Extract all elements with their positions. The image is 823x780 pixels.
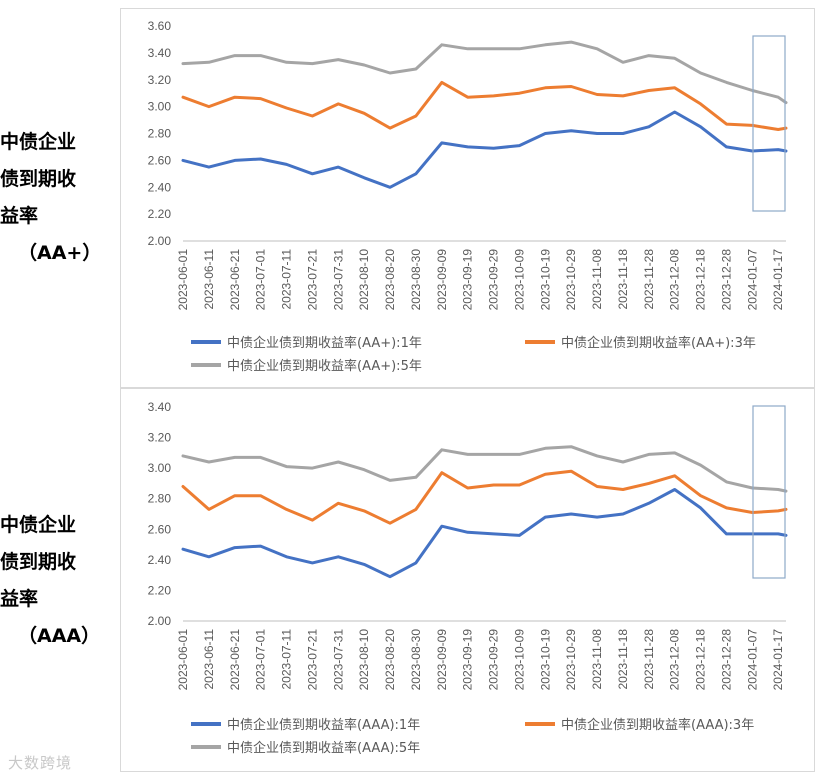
y-tick-label: 3.40 (148, 400, 172, 414)
y-tick-label: 3.60 (148, 19, 172, 33)
x-tick-label: 2024-01-17 (771, 629, 785, 691)
highlight-box (752, 405, 786, 579)
x-tick-label: 2023-10-09 (512, 629, 526, 691)
x-tick-label: 2023-07-21 (305, 249, 319, 311)
x-tick-label: 2024-01-07 (745, 249, 759, 311)
x-tick-label: 2023-08-30 (409, 629, 423, 691)
legend-label: 中债企业债到期收益率(AA+):3年 (561, 335, 756, 351)
y-tick-label: 3.20 (148, 431, 172, 445)
x-tick-label: 2023-12-08 (668, 629, 682, 691)
x-tick-label: 2023-07-11 (280, 629, 294, 690)
series-line-2 (181, 469, 788, 525)
chart-aa-plus: 2.00 2.20 2.40 2.60 2.80 3.00 3.20 3.40 3.60 2023… (148, 19, 788, 374)
x-tick-label: 2023-06-21 (228, 629, 242, 691)
chart-panel-aa-plus: 2.00 2.20 2.40 2.60 2.80 3.00 3.20 3.40 3.60 2023… (120, 8, 815, 388)
y-tick-label: 2.20 (148, 207, 172, 221)
y-tick-label: 2.00 (148, 234, 172, 248)
x-tick-label: 2023-12-18 (694, 249, 708, 311)
y-tick-label: 3.40 (148, 46, 172, 60)
x-tick-label: 2023-08-10 (357, 629, 371, 691)
legend-label: 中债企业债到期收益率(AA+):1年 (227, 335, 422, 351)
y-tick-label: 3.00 (148, 100, 172, 114)
x-tick-label: 2023-11-28 (642, 629, 656, 690)
legend-label: 中债企业债到期收益率(AA+):5年 (227, 358, 422, 374)
x-tick-label: 2023-07-01 (254, 249, 268, 311)
row-label-line: 益率 (0, 588, 39, 610)
legend-label: 中债企业债到期收益率(AAA):3年 (561, 717, 754, 733)
x-tick-label: 2023-07-31 (331, 629, 345, 691)
x-tick-label: 2023-07-31 (331, 249, 345, 311)
y-tick-label: 2.40 (148, 180, 172, 194)
x-tick-label: 2023-11-18 (616, 629, 630, 690)
chart-aaa: 2.00 2.20 2.40 2.60 2.80 3.00 3.20 3.40 2023-06-… (148, 400, 788, 756)
row-label-line: 债到期收 (0, 551, 77, 573)
row-label-line: （AA+） (18, 242, 102, 264)
x-tick-label: 2023-10-19 (538, 629, 552, 691)
x-tick-label: 2023-08-30 (409, 249, 423, 311)
x-tick-label: 2023-09-19 (461, 249, 475, 311)
y-tick-label: 2.60 (148, 522, 172, 536)
x-tick-label: 2023-10-29 (564, 629, 578, 691)
x-tick-label: 2023-07-01 (254, 629, 268, 691)
x-tick-label: 2023-08-20 (383, 629, 397, 691)
x-tick-label: 2023-06-01 (176, 249, 190, 311)
x-tick-label: 2023-12-18 (694, 629, 708, 691)
series-line-3 (181, 445, 788, 493)
x-tick-label: 2023-11-08 (590, 249, 604, 310)
row-label-line: 益率 (0, 205, 39, 227)
x-tick-label: 2023-11-08 (590, 629, 604, 690)
row-label-aa-plus: 中债企业 债到期收 益率 （AA+） (0, 124, 118, 272)
series-line-2 (181, 80, 788, 131)
y-tick-label: 3.00 (148, 461, 172, 475)
x-tick-label: 2023-11-18 (616, 249, 630, 310)
x-tick-label: 2023-09-19 (461, 629, 475, 691)
x-tick-label: 2023-08-10 (357, 249, 371, 311)
highlight-box (752, 35, 786, 212)
y-tick-label: 3.20 (148, 73, 172, 87)
series-line-1 (181, 488, 788, 579)
y-tick-label: 2.00 (148, 614, 172, 628)
x-tick-label: 2023-12-08 (668, 249, 682, 311)
row-label-line: 中债企业 (0, 131, 77, 153)
x-tick-label: 2023-10-29 (564, 249, 578, 311)
x-tick-label: 2023-06-11 (202, 629, 216, 690)
x-tick-label: 2023-10-19 (538, 249, 552, 311)
x-tick-label: 2023-10-09 (512, 249, 526, 311)
x-tick-label: 2023-11-28 (642, 249, 656, 310)
y-tick-label: 2.40 (148, 553, 172, 567)
chart-panel-aaa: 2.00 2.20 2.40 2.60 2.80 3.00 3.20 3.40 2023-06-… (120, 388, 815, 772)
series-line-1 (181, 110, 788, 189)
x-tick-label: 2023-09-29 (487, 249, 501, 311)
row-label-aaa: 中债企业 债到期收 益率 （AAA） (0, 507, 118, 655)
row-label-line: （AAA） (18, 625, 101, 647)
watermark: 大数跨境 (8, 754, 73, 772)
series-line-3 (181, 40, 788, 105)
x-tick-label: 2023-06-01 (176, 629, 190, 691)
y-tick-label: 2.80 (148, 492, 172, 506)
x-tick-label: 2023-08-20 (383, 249, 397, 311)
y-tick-label: 2.80 (148, 127, 172, 141)
y-tick-label: 2.60 (148, 153, 172, 167)
legend-label: 中债企业债到期收益率(AAA):1年 (227, 717, 420, 733)
x-tick-label: 2023-12-28 (719, 629, 733, 691)
x-tick-label: 2023-12-28 (719, 249, 733, 311)
x-tick-label: 2024-01-17 (771, 249, 785, 311)
legend-label: 中债企业债到期收益率(AAA):5年 (227, 740, 420, 756)
x-tick-label: 2023-09-09 (435, 629, 449, 691)
x-tick-label: 2024-01-07 (745, 629, 759, 691)
x-tick-label: 2023-07-11 (280, 249, 294, 310)
row-label-line: 中债企业 (0, 514, 77, 536)
row-label-line: 债到期收 (0, 168, 77, 190)
x-tick-label: 2023-09-09 (435, 249, 449, 311)
y-tick-label: 2.20 (148, 583, 172, 597)
x-tick-label: 2023-06-11 (202, 249, 216, 310)
x-tick-label: 2023-09-29 (487, 629, 501, 691)
x-tick-label: 2023-07-21 (305, 629, 319, 691)
x-tick-label: 2023-06-21 (228, 249, 242, 311)
